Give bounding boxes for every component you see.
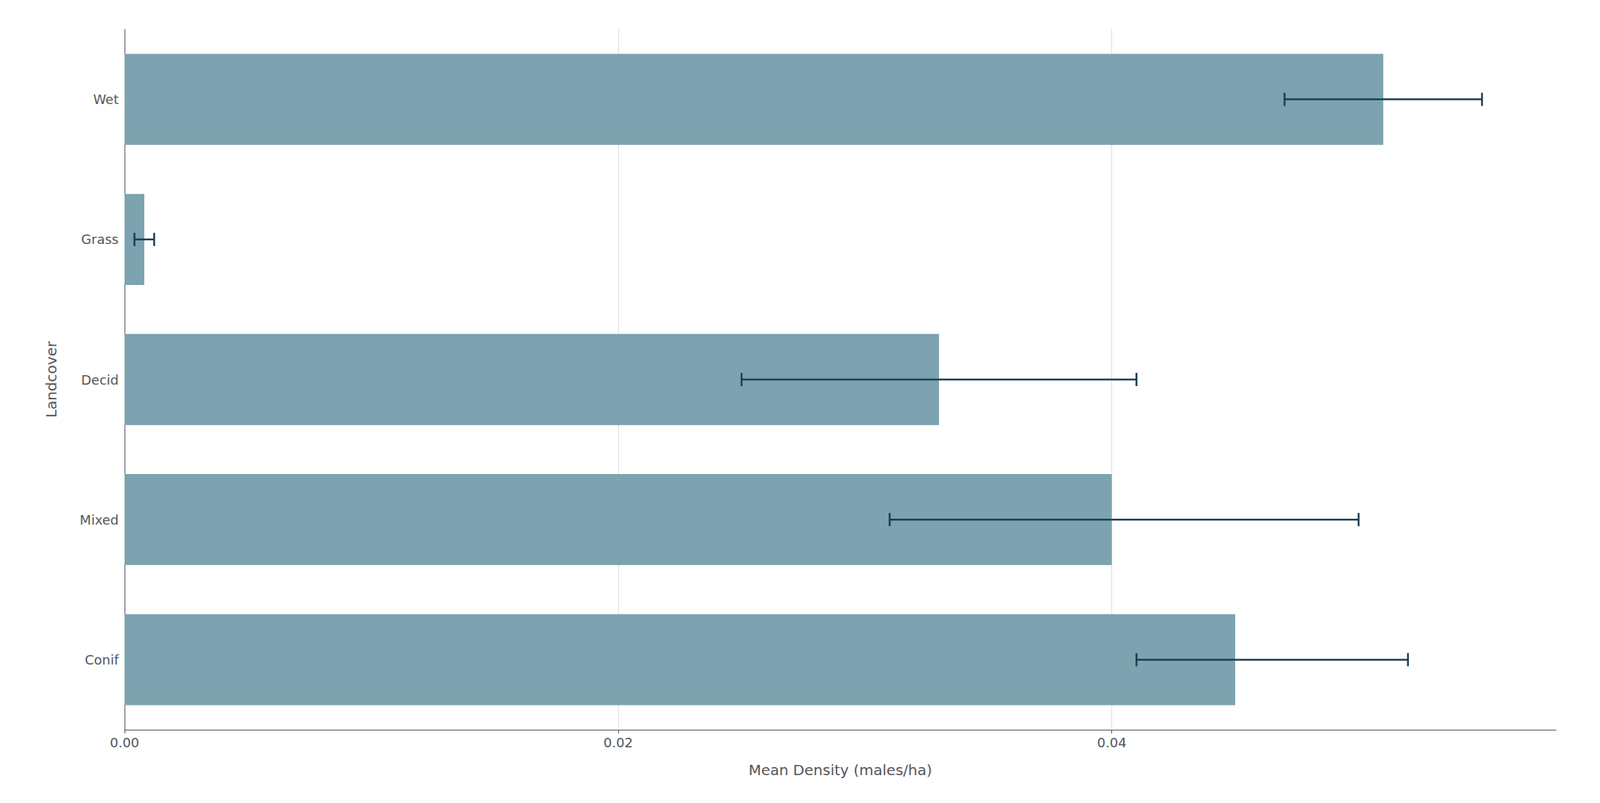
svg-text:0.02: 0.02	[603, 734, 633, 751]
svg-text:Decid: Decid	[81, 372, 119, 388]
svg-text:Landcover: Landcover	[42, 340, 61, 418]
svg-text:0.00: 0.00	[109, 734, 140, 751]
svg-text:Mean Density (males/ha): Mean Density (males/ha)	[748, 761, 933, 779]
svg-text:0.04: 0.04	[1097, 734, 1127, 751]
svg-text:Mixed: Mixed	[79, 512, 119, 528]
svg-text:Conif: Conif	[84, 652, 120, 668]
svg-text:Wet: Wet	[93, 91, 119, 107]
svg-text:Grass: Grass	[81, 231, 119, 247]
